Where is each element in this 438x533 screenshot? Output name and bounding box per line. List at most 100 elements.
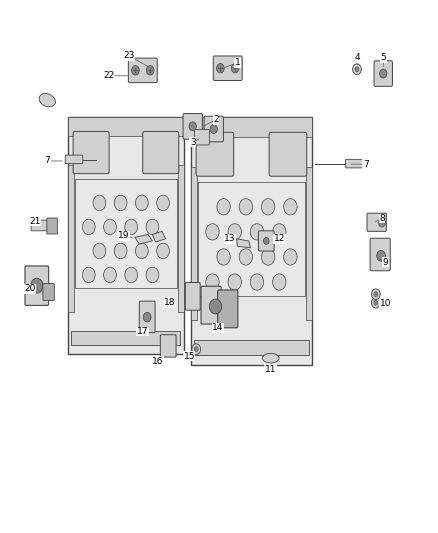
Circle shape	[82, 267, 95, 282]
Circle shape	[272, 274, 286, 290]
Text: 1: 1	[234, 59, 240, 67]
FancyBboxPatch shape	[194, 130, 209, 145]
FancyBboxPatch shape	[370, 238, 390, 271]
FancyBboxPatch shape	[43, 284, 54, 301]
Bar	[71, 330, 180, 345]
FancyBboxPatch shape	[367, 213, 386, 231]
Text: 10: 10	[380, 300, 391, 308]
FancyBboxPatch shape	[65, 155, 83, 164]
Circle shape	[374, 292, 378, 296]
FancyBboxPatch shape	[25, 266, 49, 305]
Circle shape	[250, 224, 264, 240]
Circle shape	[284, 199, 297, 215]
FancyBboxPatch shape	[346, 159, 364, 168]
Circle shape	[82, 219, 95, 235]
Circle shape	[125, 219, 138, 235]
Circle shape	[272, 224, 286, 240]
Circle shape	[157, 243, 170, 259]
Circle shape	[264, 238, 269, 244]
Text: 14: 14	[212, 324, 224, 332]
FancyBboxPatch shape	[183, 114, 202, 139]
FancyBboxPatch shape	[213, 56, 242, 80]
Circle shape	[206, 274, 219, 290]
Text: 2: 2	[213, 116, 219, 124]
Circle shape	[157, 195, 170, 211]
FancyBboxPatch shape	[139, 301, 155, 333]
Circle shape	[377, 251, 385, 261]
Text: 9: 9	[382, 258, 389, 266]
Circle shape	[216, 63, 224, 73]
FancyBboxPatch shape	[128, 58, 157, 83]
Text: 22: 22	[103, 71, 114, 80]
Circle shape	[228, 274, 241, 290]
Circle shape	[209, 299, 222, 314]
Text: 23: 23	[124, 52, 135, 60]
Circle shape	[135, 243, 148, 259]
Circle shape	[239, 199, 253, 215]
Text: 18: 18	[164, 298, 176, 307]
Bar	[68, 117, 184, 136]
FancyBboxPatch shape	[201, 286, 221, 324]
Circle shape	[93, 243, 106, 259]
FancyBboxPatch shape	[196, 132, 234, 176]
Circle shape	[146, 267, 159, 282]
Circle shape	[131, 66, 139, 75]
Bar	[194, 341, 309, 355]
Circle shape	[217, 199, 230, 215]
Text: 8: 8	[379, 214, 385, 223]
Circle shape	[239, 249, 253, 265]
Text: 21: 21	[29, 217, 41, 225]
Circle shape	[146, 66, 154, 75]
Text: 5: 5	[380, 53, 386, 62]
Circle shape	[146, 219, 159, 235]
Circle shape	[231, 63, 239, 73]
FancyBboxPatch shape	[191, 117, 312, 365]
FancyBboxPatch shape	[143, 132, 179, 174]
Circle shape	[380, 69, 387, 78]
Circle shape	[284, 249, 297, 265]
Ellipse shape	[262, 353, 279, 363]
FancyBboxPatch shape	[68, 117, 184, 354]
Text: 17: 17	[137, 327, 148, 336]
Bar	[68, 165, 74, 312]
Text: 13: 13	[224, 235, 236, 243]
Circle shape	[125, 267, 138, 282]
Bar	[191, 117, 312, 137]
Circle shape	[31, 278, 43, 293]
Bar	[191, 167, 197, 320]
FancyBboxPatch shape	[31, 220, 49, 231]
Text: 19: 19	[118, 231, 129, 240]
Ellipse shape	[39, 93, 56, 107]
Circle shape	[135, 195, 148, 211]
Circle shape	[228, 224, 241, 240]
Circle shape	[353, 64, 361, 75]
Text: 7: 7	[44, 157, 50, 165]
Text: 11: 11	[265, 365, 276, 374]
Circle shape	[261, 199, 275, 215]
FancyBboxPatch shape	[374, 61, 392, 86]
Text: 16: 16	[152, 357, 163, 366]
Circle shape	[217, 249, 230, 265]
Bar	[75, 179, 177, 288]
FancyBboxPatch shape	[47, 218, 57, 234]
Circle shape	[355, 67, 359, 72]
Circle shape	[378, 219, 385, 227]
Circle shape	[93, 195, 106, 211]
Circle shape	[261, 249, 275, 265]
Circle shape	[206, 224, 219, 240]
Bar	[198, 182, 305, 296]
Bar	[177, 165, 184, 312]
Circle shape	[114, 195, 127, 211]
FancyBboxPatch shape	[73, 132, 109, 174]
Text: 4: 4	[354, 53, 360, 62]
Circle shape	[250, 274, 264, 290]
Text: 7: 7	[363, 160, 369, 168]
FancyBboxPatch shape	[218, 290, 238, 328]
Circle shape	[189, 122, 196, 131]
Circle shape	[371, 289, 380, 300]
FancyBboxPatch shape	[204, 116, 223, 142]
Circle shape	[114, 243, 127, 259]
FancyBboxPatch shape	[185, 282, 200, 310]
Polygon shape	[237, 239, 251, 248]
Polygon shape	[152, 231, 166, 242]
